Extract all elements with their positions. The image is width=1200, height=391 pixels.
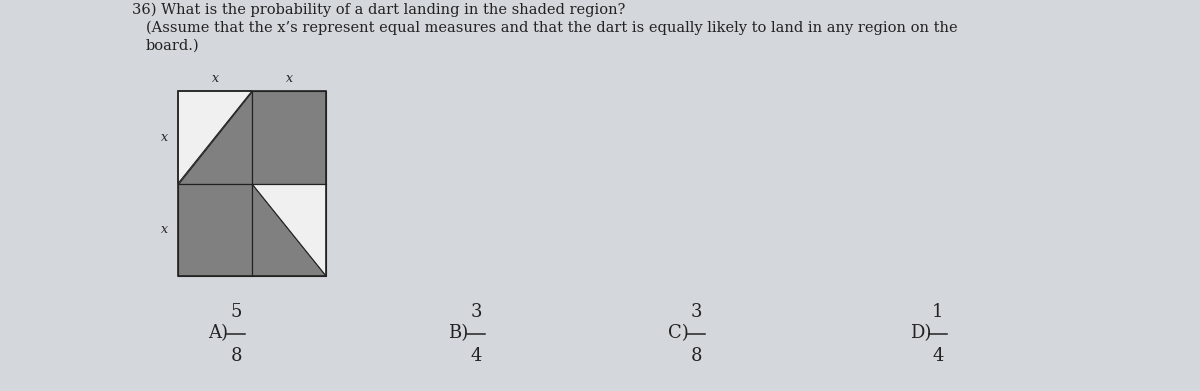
Text: 5: 5 bbox=[230, 303, 241, 321]
Text: B): B) bbox=[448, 324, 468, 342]
Text: 4: 4 bbox=[932, 347, 943, 365]
Text: board.): board.) bbox=[146, 39, 199, 53]
Polygon shape bbox=[252, 91, 326, 183]
Text: D): D) bbox=[910, 324, 931, 342]
Text: x: x bbox=[161, 223, 168, 236]
Polygon shape bbox=[178, 183, 252, 276]
Text: 8: 8 bbox=[690, 347, 702, 365]
Polygon shape bbox=[252, 183, 326, 276]
Text: 36) What is the probability of a dart landing in the shaded region?: 36) What is the probability of a dart la… bbox=[132, 3, 625, 17]
Text: 4: 4 bbox=[470, 347, 481, 365]
Polygon shape bbox=[178, 91, 252, 183]
Text: A): A) bbox=[208, 324, 228, 342]
Text: C): C) bbox=[668, 324, 689, 342]
Text: x: x bbox=[161, 131, 168, 144]
Text: 1: 1 bbox=[932, 303, 943, 321]
Polygon shape bbox=[178, 91, 252, 183]
Text: 3: 3 bbox=[470, 303, 481, 321]
Text: 3: 3 bbox=[690, 303, 702, 321]
Text: x: x bbox=[211, 72, 218, 85]
Text: x: x bbox=[286, 72, 293, 85]
Polygon shape bbox=[252, 183, 326, 276]
Bar bbox=[178, 91, 326, 276]
Text: (Assume that the x’s represent equal measures and that the dart is equally likel: (Assume that the x’s represent equal mea… bbox=[146, 21, 958, 36]
Text: 8: 8 bbox=[230, 347, 241, 365]
